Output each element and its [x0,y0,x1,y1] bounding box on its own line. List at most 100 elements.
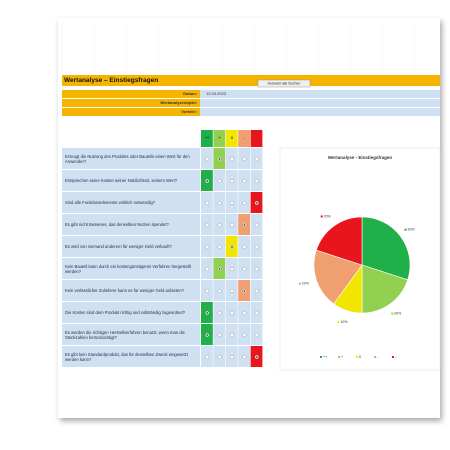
radio-button[interactable] [205,267,210,271]
radio-button[interactable] [230,223,234,227]
clear-button[interactable] [257,79,311,88]
column-header [225,130,238,147]
legend-swatch [338,356,340,358]
radio-button[interactable] [230,201,234,205]
question-box: Erzeugt die Nutzung des Produkts oder Ba… [65,154,190,164]
radio-button[interactable] [230,267,234,271]
question-cell [62,302,200,323]
radio-button[interactable] [217,355,222,359]
question-cell [62,324,200,345]
legend-label: - [377,355,379,359]
radio-button[interactable] [205,201,210,205]
radio-button[interactable] [217,179,222,183]
radio-button[interactable] [230,311,234,315]
radio-button[interactable] [205,223,210,227]
radio-dot [255,356,258,358]
question-box: Kein Bauteil kann durch ein kostengünsti… [65,263,191,274]
question-text: Es gibt kein Standardprodukt, das für de… [65,351,188,362]
question-text: Kein Bauteil kann durch ein kostengünsti… [65,263,191,274]
radio-button[interactable] [217,223,222,227]
field-label: Datum: [183,91,197,96]
radio-button[interactable] [254,245,259,249]
column-header [213,130,226,147]
radio-dot [218,158,221,160]
chart-title: Wertanalyse - Einstiegsfragen [328,155,392,160]
field-label-cell [62,108,200,116]
field-value-cell [200,108,440,116]
radio-button[interactable] [217,311,222,315]
radio-button[interactable] [230,289,234,293]
radio-button[interactable] [254,289,259,293]
radio-dot [243,224,246,226]
question-text: Die Kosten sind dem Produkt richtig und … [65,310,186,315]
field-label: Vorteile: [181,109,197,114]
pie-slice [313,249,363,305]
radio-button[interactable] [242,245,247,249]
column-header-label: ++ [205,136,209,140]
radio-button[interactable] [242,355,247,359]
legend-label: ++ [323,355,327,359]
radio-button[interactable] [254,179,259,183]
pie-slice [315,216,363,266]
question-cell [62,170,200,191]
question-box: Es gibt kein Standardprodukt, das für de… [65,351,188,362]
question-text: Es werden die richtigen Herstellverfahre… [65,329,185,340]
question-text: Entsprechen seine Kosten seiner Nützlich… [65,178,178,183]
radio-button[interactable] [230,179,234,183]
radio-button[interactable] [230,333,234,337]
clear-button-label[interactable]: Auswahl alle löschen [268,81,301,85]
radio-button[interactable] [242,267,247,271]
radio-button[interactable] [254,311,259,315]
radio-dot [231,246,233,248]
radio-button[interactable] [254,267,259,271]
label-key [298,282,301,285]
question-box: Es wird von niemand anderem für weniger … [65,244,172,249]
label-key [337,321,340,324]
pie-slice [361,264,409,314]
radio-button[interactable] [254,157,259,161]
radio-button[interactable] [205,157,210,161]
radio-dot [206,180,209,182]
question-box: Es werden die richtigen Herstellverfahre… [65,329,185,340]
radio-button[interactable] [217,333,222,337]
question-text: Kein verlässlicher Zulieferer kann es fü… [65,288,184,293]
radio-dot [243,290,246,292]
pie-slice [361,216,411,281]
legend-swatch [392,356,394,358]
sheet-title: Wertanalyse – Einstiegsfragen [64,77,158,84]
radio-button[interactable] [254,223,259,227]
radio-button[interactable] [230,157,234,161]
question-box: Kein verlässlicher Zulieferer kann es fü… [65,288,184,293]
radio-button[interactable] [205,245,210,249]
data-label: 10% [340,320,347,324]
radio-dot [206,334,209,336]
radio-button[interactable] [217,289,222,293]
label-key [391,312,394,315]
radio-button[interactable] [217,201,222,205]
radio-button[interactable] [230,355,234,359]
radio-button[interactable] [242,333,247,337]
radio-button[interactable] [205,355,210,359]
legend-swatch [320,356,322,358]
question-box: Es gibt nicht Besseres, das denselben Nu… [65,222,169,227]
radio-dot [218,268,221,270]
legend-label: + [341,355,343,359]
field-label-cell [62,99,200,107]
radio-button[interactable] [205,289,210,293]
field-label: Wertanalyseobjekt: [160,100,197,105]
label-key [404,228,407,231]
radio-dot [206,312,209,314]
radio-button[interactable] [242,179,247,183]
question-box: Entsprechen seine Kosten seiner Nützlich… [65,178,178,183]
legend-label: 0 [359,355,361,359]
radio-button[interactable] [242,157,247,161]
radio-button[interactable] [242,311,247,315]
radio-button[interactable] [242,201,247,205]
label-key [320,215,323,218]
question-text: Es wird von niemand anderem für weniger … [65,244,172,249]
radio-button[interactable] [217,245,222,249]
field-value-cell [200,90,440,98]
radio-button[interactable] [254,333,259,337]
field-value-cell [200,99,440,107]
